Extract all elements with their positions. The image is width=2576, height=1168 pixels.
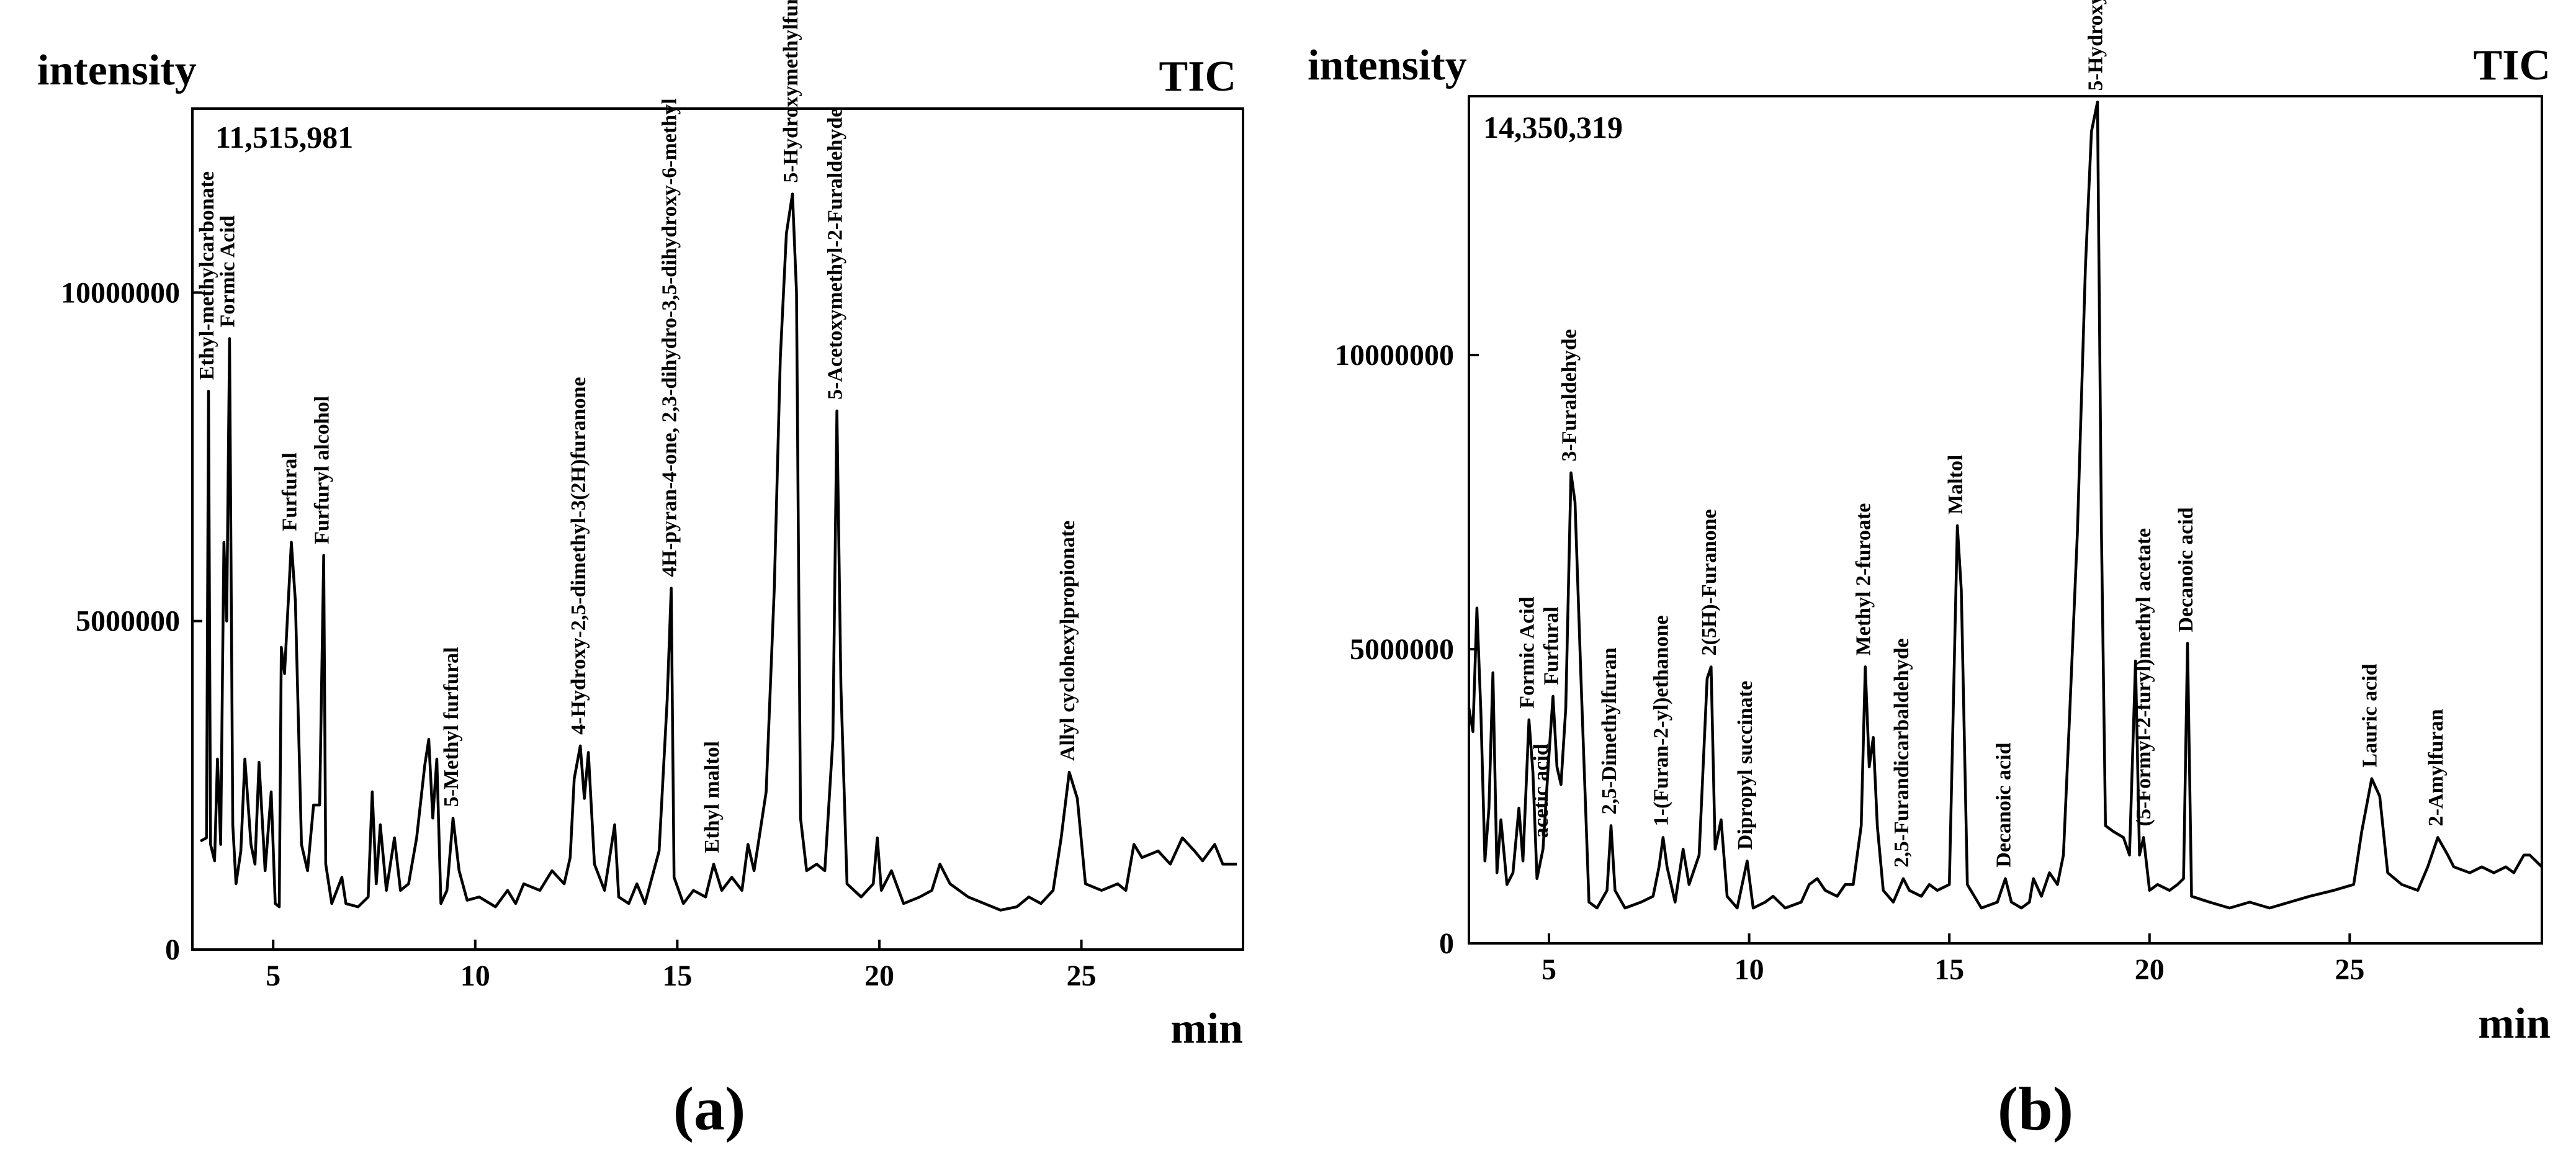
x-tick-label: 10 bbox=[1735, 953, 1764, 986]
peak-label: Furfural bbox=[1540, 606, 1563, 685]
y-tick-label: 5000000 bbox=[1350, 633, 1454, 666]
max-intensity-a: 11,515,981 bbox=[215, 120, 353, 155]
xlabel-b: min bbox=[2478, 1000, 2551, 1048]
panel-label-a: (a) bbox=[673, 1074, 746, 1143]
peak-label: Methyl 2-furoate bbox=[1852, 503, 1875, 656]
peak-label: 4-Hydroxy-2,5-dimethyl-3(2H)furanone bbox=[567, 377, 590, 734]
peak-label: Ethyl maltol bbox=[701, 741, 724, 853]
peak-label: 5-Hydroxymethylfurfural bbox=[779, 0, 802, 183]
peak-label: 5-Methyl furfural bbox=[440, 647, 463, 807]
ylabel-a: intensity bbox=[37, 47, 197, 94]
x-tick-label: 10 bbox=[460, 959, 490, 992]
plot-frame-b bbox=[1468, 95, 2543, 945]
peak-label: 2,5-Dimethylfuran bbox=[1598, 647, 1621, 814]
peak-label: Dipropyl succinate bbox=[1734, 681, 1757, 850]
title-b: TIC bbox=[2474, 42, 2551, 89]
y-tick-label: 0 bbox=[165, 933, 180, 966]
peak-label: Allyl cyclohexylpropionate bbox=[1056, 521, 1079, 761]
peak-label: 3-Furaldehyde bbox=[1558, 329, 1581, 461]
peak-label: 1-(Furan-2-yl)ethanone bbox=[1650, 615, 1673, 826]
peak-label: Decanoic acid bbox=[2174, 507, 2197, 632]
peak-label: 2(5H)-Furanone bbox=[1698, 509, 1721, 655]
y-tick-label: 10000000 bbox=[1335, 339, 1454, 372]
y-tick-label: 0 bbox=[1439, 927, 1454, 960]
tic-trace-a bbox=[199, 192, 1237, 912]
x-tick-label: 5 bbox=[266, 959, 280, 992]
axis-ticks-a: 5 10 15 20 25 0 5000000 10000000 bbox=[61, 276, 1097, 992]
panel-label-b: (b) bbox=[1998, 1074, 2073, 1143]
peak-label: Decanoic acid bbox=[1992, 743, 2015, 868]
chart-panel-b: intensity TIC min (b) 14,350,319 5 10 15 20… bbox=[1308, 0, 2551, 1143]
x-tick-label: 25 bbox=[2335, 953, 2364, 986]
peak-label: Ethyl-methylcarbonate bbox=[195, 171, 218, 380]
x-tick-label: 15 bbox=[1934, 953, 1964, 986]
xlabel-a: min bbox=[1170, 1005, 1243, 1053]
title-a: TIC bbox=[1159, 53, 1236, 101]
peak-label: Furfuryl alcohol bbox=[310, 396, 333, 544]
peak-label: Lauric acid bbox=[2359, 663, 2382, 767]
tic-trace-b bbox=[1467, 101, 2543, 910]
peak-label: Furfural bbox=[278, 452, 301, 531]
peak-label: 2-Amylfuran bbox=[2425, 709, 2448, 826]
x-tick-label: 25 bbox=[1067, 959, 1097, 992]
peak-label: 5-Acetoxymethyl-2-Furaldehyde bbox=[824, 108, 846, 400]
peak-label: Formic Acid bbox=[217, 215, 240, 327]
peak-label: Formic Acid bbox=[1516, 596, 1539, 708]
peak-label: Maltol bbox=[1944, 455, 1967, 514]
y-tick-label: 10000000 bbox=[61, 276, 180, 309]
x-tick-label: 5 bbox=[1542, 953, 1556, 986]
chart-panel-a: intensity TIC min (a) 11,515,981 5 10 15 20… bbox=[37, 0, 1244, 1143]
max-intensity-b: 14,350,319 bbox=[1483, 110, 1623, 145]
x-tick-label: 20 bbox=[2135, 953, 2165, 986]
y-tick-label: 5000000 bbox=[76, 605, 180, 638]
peak-label: 5-Hydroxymethylfurfural bbox=[2085, 0, 2107, 91]
peak-label: 2,5-Furandicarbaldehyde bbox=[1890, 638, 1913, 867]
x-tick-label: 15 bbox=[662, 959, 692, 992]
peak-label: 4H-pyran-4-one, 2,3-dihydro-3,5-dihydrox… bbox=[658, 98, 681, 577]
axis-ticks-b: 5 10 15 20 25 0 5000000 10000000 bbox=[1335, 339, 2364, 986]
x-tick-label: 20 bbox=[864, 959, 894, 992]
ylabel-b: intensity bbox=[1308, 42, 1467, 89]
plot-frame-a bbox=[191, 107, 1244, 951]
